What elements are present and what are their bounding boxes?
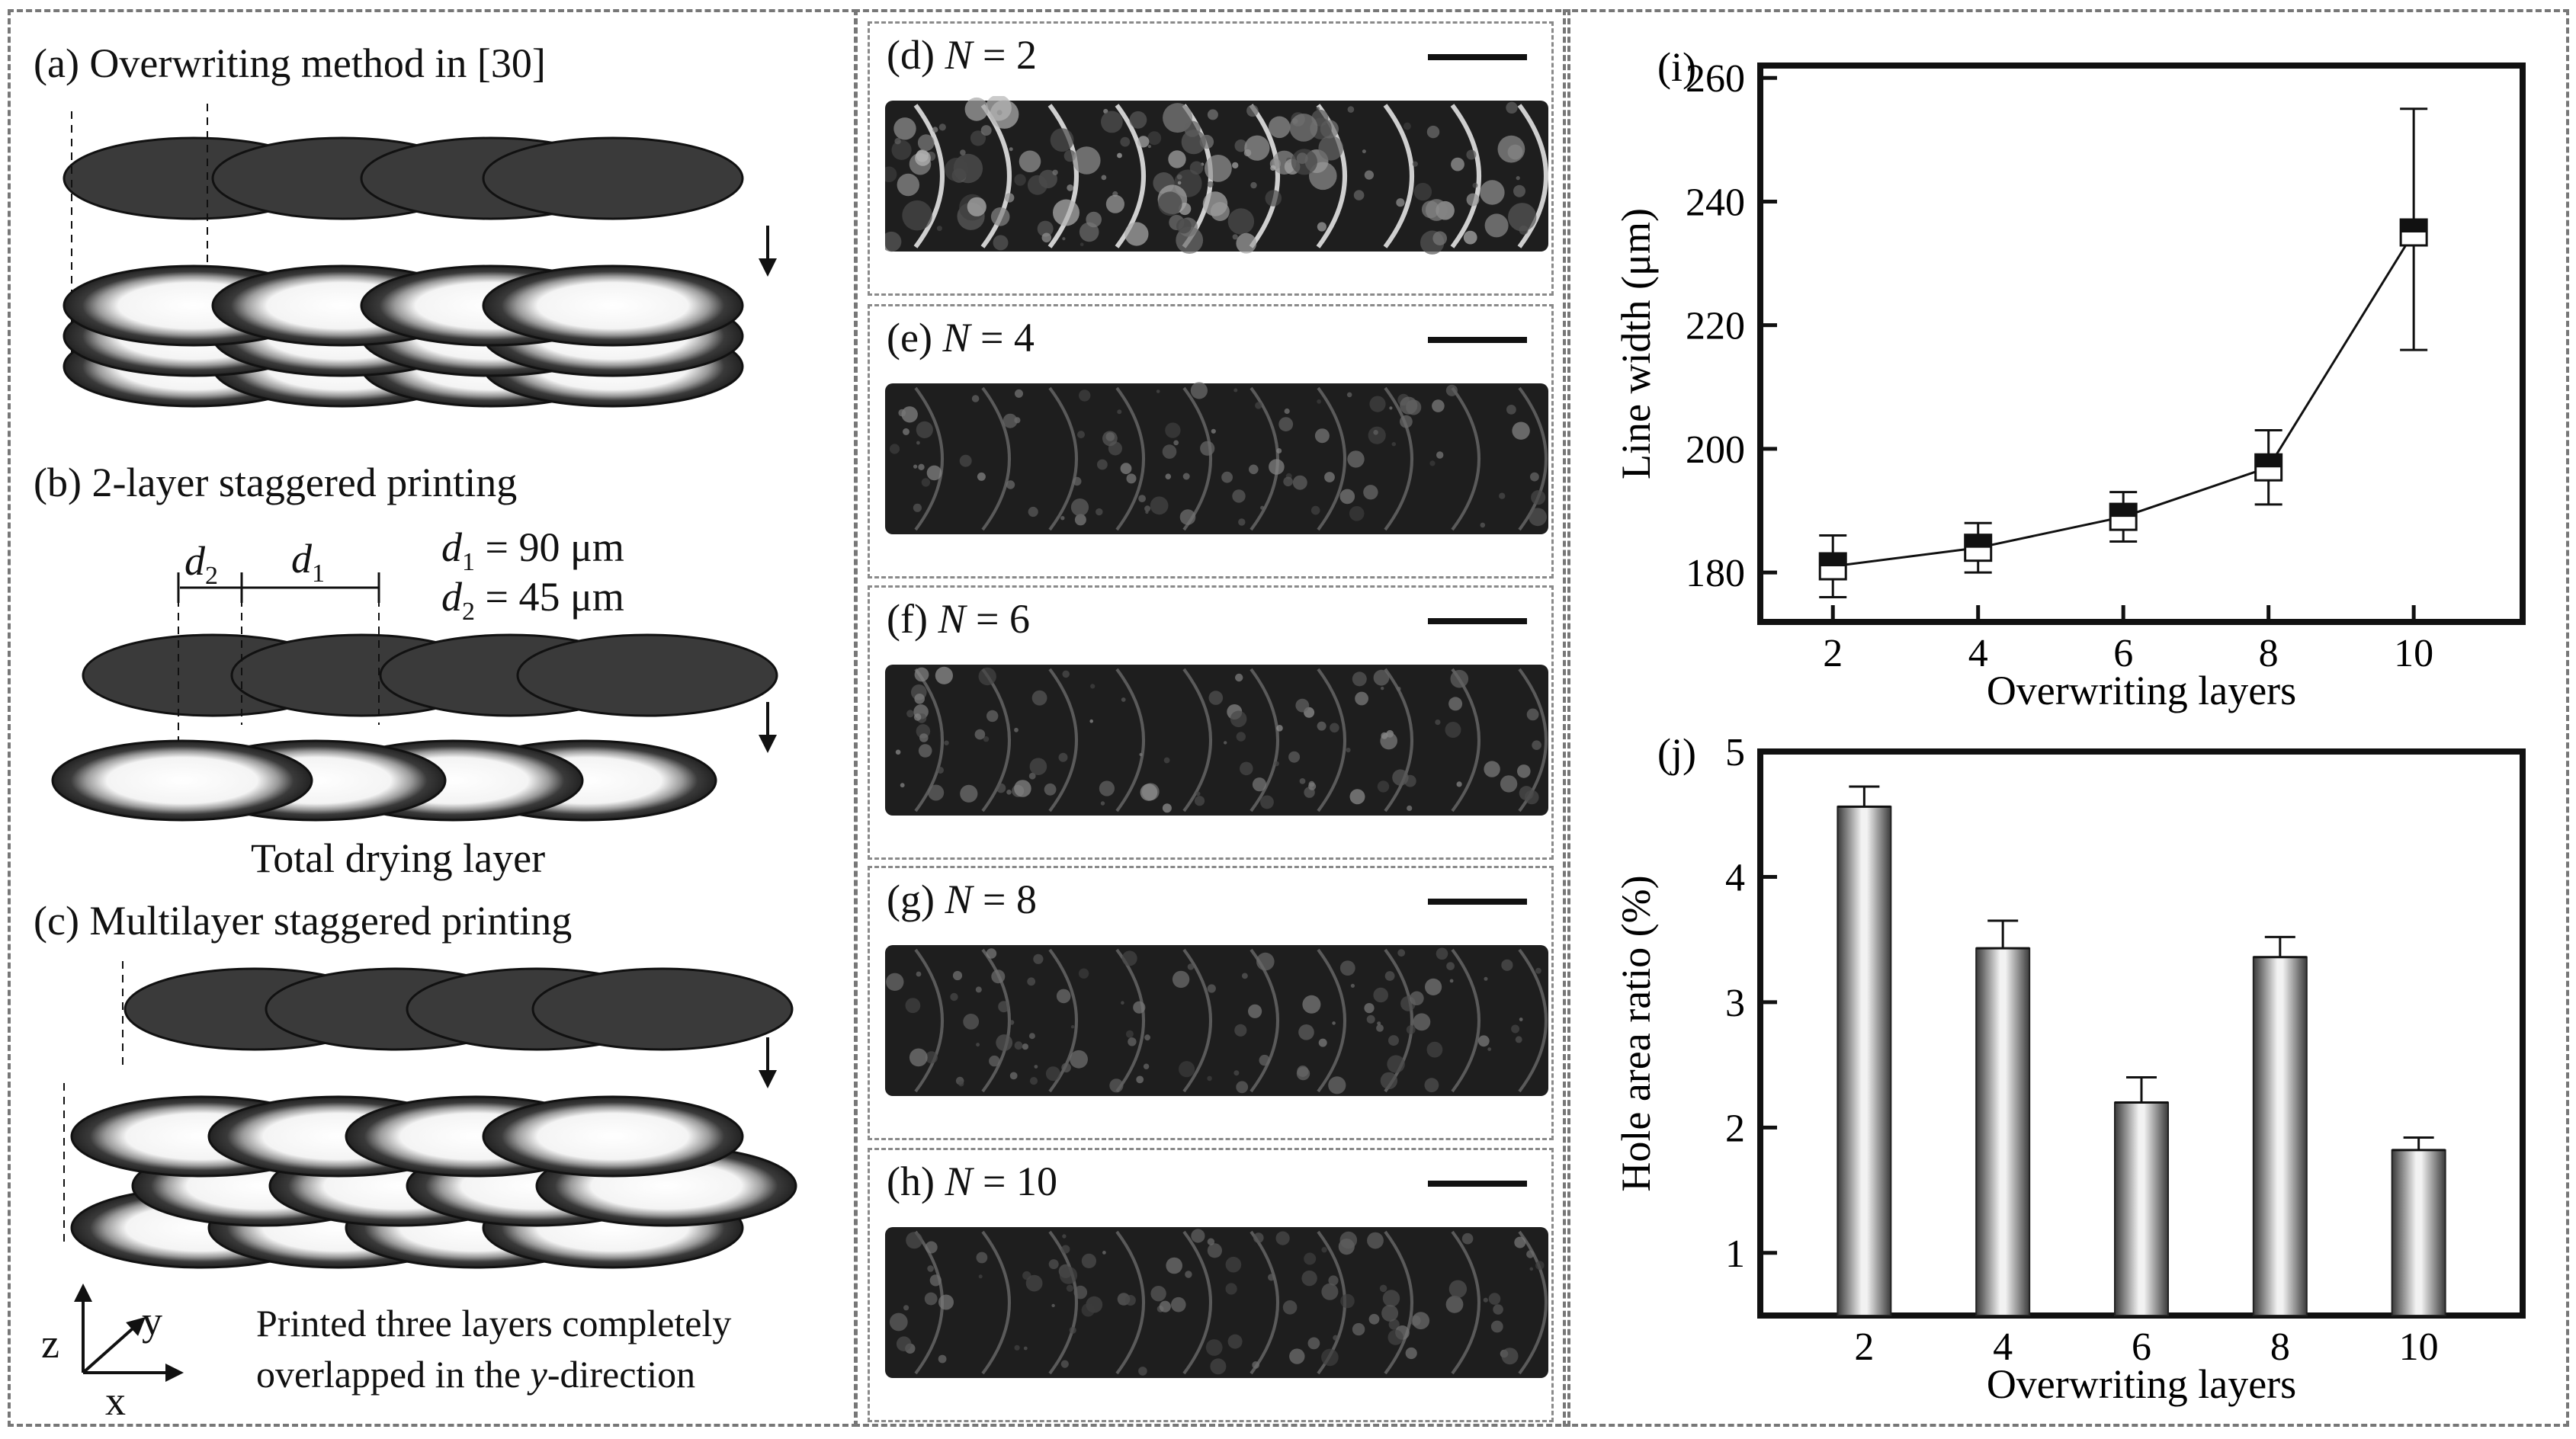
printed-line-image: [885, 665, 1548, 816]
scale-bar: [1428, 337, 1527, 343]
y-tick-label: 260: [1686, 57, 1745, 101]
micrograph-3: (f) N = 6: [868, 585, 1554, 860]
printed-line-image: [885, 1227, 1548, 1378]
y-tick-label: 200: [1686, 428, 1745, 472]
x-tick-label: 8: [2270, 1325, 2290, 1369]
a-dried-stack: [63, 264, 744, 408]
y-tick-label: 4: [1725, 856, 1745, 899]
micrograph-panel: (d) N = 2 (e) N = 4 (f) N = 6 (g) N = 8 (h) …: [854, 9, 1570, 1427]
scale-bar: [1428, 618, 1527, 624]
b-dried-droplets: [51, 739, 717, 822]
micrograph-5: (h) N = 10: [868, 1148, 1554, 1422]
data-point-fill: [2255, 454, 2282, 468]
y-axis-label: Line width (μm): [1613, 208, 1659, 479]
micrograph-label: (e) N = 4: [887, 315, 1035, 361]
x-axis-label: Overwriting layers: [1987, 1361, 2296, 1407]
plot-frame: [1757, 62, 2526, 625]
x-tick-label: 2: [1823, 632, 1843, 675]
chart-panel: (i) 180 200 220 240 260 2 4 6 8 10 Overwriting laye…: [1563, 9, 2569, 1427]
charts-svg: (i) 180 200 220 240 260 2 4 6 8 10 Overwriting laye…: [1613, 44, 2526, 1407]
coordinate-axes: [74, 1284, 184, 1382]
y-axis-label: Hole area ratio (%): [1613, 875, 1659, 1191]
scale-bar: [1428, 1181, 1527, 1187]
bar: [2252, 956, 2308, 1316]
panel-label: (i): [1657, 44, 1696, 90]
y-tick-label: 3: [1725, 982, 1745, 1025]
micrograph-2: (e) N = 4: [868, 304, 1554, 578]
x-tick-label: 6: [2113, 632, 2133, 675]
axis-x-label: x: [105, 1378, 126, 1424]
x-tick-label: 4: [1968, 632, 1988, 675]
panel-a-label: (a) Overwriting method in [30]: [34, 40, 546, 86]
micrograph-label: (d) N = 2: [887, 32, 1037, 78]
schematic-drawing: [51, 104, 797, 1382]
y-tick-label: 5: [1725, 731, 1745, 774]
x-axis-label: Overwriting layers: [1987, 668, 2296, 713]
y-tick-label: 240: [1686, 181, 1745, 224]
scale-bar: [1428, 54, 1527, 60]
micrograph-label: (h) N = 10: [887, 1159, 1057, 1204]
data-point-fill: [2401, 220, 2427, 232]
x-tick-label: 6: [2132, 1325, 2151, 1369]
x-tick-label: 10: [2394, 632, 2433, 675]
note-line-2: overlapped in the y-direction: [256, 1353, 696, 1396]
x-tick-label: 8: [2259, 632, 2279, 675]
printed-line-image: [885, 945, 1548, 1096]
note-line-1: Printed three layers completely: [256, 1302, 732, 1344]
y-tick-label: 1: [1725, 1232, 1745, 1276]
c-wet-droplets: [124, 967, 794, 1051]
panel-label: (j): [1657, 730, 1696, 776]
micrograph-label: (g) N = 8: [887, 877, 1037, 922]
a-wet-droplets: [63, 136, 744, 220]
d2-dimension-label: d2: [184, 538, 218, 590]
scale-bar: [1428, 899, 1527, 905]
x-tick-label: 2: [1854, 1325, 1874, 1369]
data-point-fill: [1820, 553, 1846, 566]
b-wet-droplets: [82, 633, 778, 717]
data-point-fill: [1965, 534, 1991, 548]
data-point-fill: [2110, 504, 2137, 518]
d1-equation: d1 = 90 μm: [441, 524, 624, 576]
printed-line-image: [885, 382, 1548, 534]
micrograph-label: (f) N = 6: [887, 596, 1030, 642]
y-tick-label: 220: [1686, 305, 1745, 348]
printed-line-image: [885, 96, 1548, 255]
y-tick-label: 2: [1725, 1107, 1745, 1150]
axis-z-label: z: [41, 1321, 59, 1367]
bar: [1975, 947, 2031, 1316]
schematic-panel: (a) Overwriting method in [30] (b) 2-lay…: [8, 9, 858, 1427]
micrograph-4: (g) N = 8: [868, 866, 1554, 1140]
panel-b-label: (b) 2-layer staggered printing: [34, 460, 518, 505]
bar: [1837, 806, 1892, 1317]
d2-equation: d2 = 45 μm: [441, 574, 624, 626]
micrograph-1: (d) N = 2: [868, 21, 1554, 296]
x-tick-label: 10: [2399, 1325, 2439, 1369]
c-dried-stack: [70, 1095, 797, 1269]
bar: [2114, 1101, 2169, 1316]
y-tick-label: 180: [1686, 552, 1745, 595]
panel-c-label: (c) Multilayer staggered printing: [34, 898, 573, 944]
d1-dimension-label: d1: [291, 536, 325, 588]
bar: [2391, 1149, 2446, 1317]
total-drying-label: Total drying layer: [251, 835, 546, 881]
x-tick-label: 4: [1993, 1325, 2013, 1369]
